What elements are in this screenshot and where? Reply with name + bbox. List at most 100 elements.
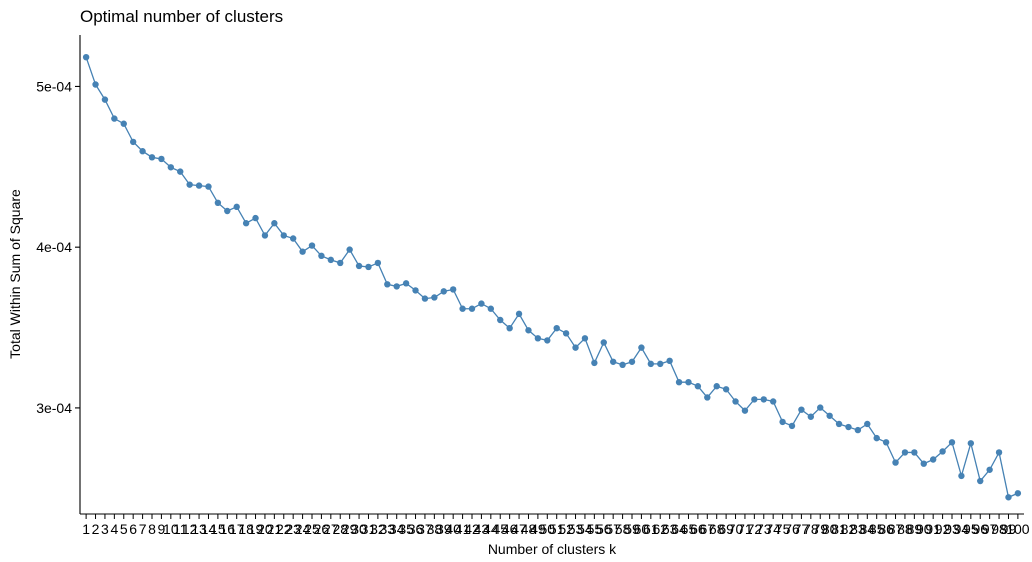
y-tick-label: 4e-04 bbox=[36, 239, 72, 255]
data-point bbox=[929, 456, 937, 463]
data-point bbox=[826, 412, 833, 419]
data-point bbox=[148, 154, 156, 161]
x-tick-label: 84 bbox=[860, 521, 876, 537]
x-tick-label: 29 bbox=[342, 521, 358, 537]
data-point bbox=[205, 183, 212, 190]
x-tick-label: 92 bbox=[935, 521, 951, 537]
x-tick-label: 52 bbox=[558, 521, 574, 537]
x-tick-label: 24 bbox=[295, 521, 311, 537]
x-tick-label: 73 bbox=[756, 521, 772, 537]
data-point bbox=[788, 422, 796, 430]
data-point bbox=[666, 357, 673, 365]
x-tick-label: 10 bbox=[163, 521, 179, 537]
data-point bbox=[581, 335, 589, 342]
data-point bbox=[337, 259, 344, 267]
data-point bbox=[412, 287, 419, 294]
x-tick-label: 4 bbox=[110, 521, 118, 537]
x-tick-label: 88 bbox=[897, 521, 913, 537]
x-tick-label: 99 bbox=[1001, 521, 1017, 537]
x-tick-label: 78 bbox=[803, 521, 819, 537]
x-tick-label: 60 bbox=[634, 521, 650, 537]
x-tick-label: 96 bbox=[972, 521, 988, 537]
data-point bbox=[911, 449, 918, 456]
x-tick-label: 76 bbox=[784, 521, 800, 537]
x-tick-label: 89 bbox=[907, 521, 923, 537]
x-tick-label: 77 bbox=[794, 521, 810, 537]
x-tick-label: 35 bbox=[398, 521, 414, 537]
data-point bbox=[835, 420, 843, 428]
data-point bbox=[732, 398, 739, 405]
x-tick-label: 37 bbox=[417, 521, 433, 537]
data-point bbox=[327, 256, 335, 264]
x-tick-label: 57 bbox=[605, 521, 621, 537]
data-point bbox=[299, 248, 306, 255]
x-tick-label: 49 bbox=[530, 521, 546, 537]
data-point bbox=[195, 182, 203, 189]
x-tick-label: 2 bbox=[92, 521, 100, 537]
data-point bbox=[741, 407, 749, 414]
data-point bbox=[628, 358, 636, 365]
x-tick-label: 33 bbox=[380, 521, 396, 537]
x-tick-label: 9 bbox=[158, 521, 166, 537]
x-tick-label: 82 bbox=[841, 521, 857, 537]
data-point bbox=[675, 378, 683, 386]
x-tick-label: 75 bbox=[775, 521, 791, 537]
x-tick-label: 18 bbox=[238, 521, 254, 537]
x-tick-label: 21 bbox=[267, 521, 283, 537]
data-point bbox=[600, 339, 607, 346]
x-tick-label: 6 bbox=[129, 521, 137, 537]
x-tick-label: 30 bbox=[351, 521, 367, 537]
data-point bbox=[779, 418, 786, 426]
data-point bbox=[459, 305, 466, 312]
data-point bbox=[685, 378, 692, 386]
data-point bbox=[591, 359, 598, 367]
x-tick-label: 81 bbox=[831, 521, 847, 537]
data-point bbox=[280, 232, 287, 239]
x-tick-label: 32 bbox=[370, 521, 386, 537]
data-point bbox=[619, 361, 626, 369]
x-tick-label: 1 bbox=[82, 521, 90, 537]
data-point bbox=[769, 398, 777, 405]
x-tick-label: 91 bbox=[925, 521, 941, 537]
x-tick-label: 42 bbox=[464, 521, 480, 537]
x-tick-label: 31 bbox=[361, 521, 377, 537]
data-point bbox=[478, 300, 485, 307]
data-point bbox=[393, 283, 400, 290]
data-point bbox=[657, 360, 664, 368]
x-tick-label: 8 bbox=[148, 521, 156, 537]
x-tick-label: 51 bbox=[549, 521, 565, 537]
data-point bbox=[647, 360, 655, 368]
data-point bbox=[402, 280, 410, 287]
data-point bbox=[468, 305, 476, 312]
data-point bbox=[704, 394, 711, 401]
data-point bbox=[534, 335, 542, 342]
x-tick-label: 43 bbox=[474, 521, 490, 537]
x-tick-label: 25 bbox=[304, 521, 320, 537]
x-tick-label: 50 bbox=[540, 521, 556, 537]
data-point bbox=[939, 448, 946, 455]
x-tick-label: 28 bbox=[332, 521, 348, 537]
data-point bbox=[289, 235, 297, 242]
x-tick-label: 38 bbox=[427, 521, 443, 537]
data-point bbox=[901, 449, 909, 456]
data-point bbox=[722, 386, 730, 393]
x-tick-label: 67 bbox=[700, 521, 716, 537]
y-tick-label: 3e-04 bbox=[36, 400, 72, 416]
data-point bbox=[440, 288, 447, 295]
x-tick-label: 53 bbox=[568, 521, 584, 537]
data-point bbox=[346, 246, 353, 253]
data-point bbox=[751, 396, 758, 403]
x-tick-label: 12 bbox=[182, 521, 198, 537]
x-tick-label: 15 bbox=[210, 521, 226, 537]
x-tick-label: 69 bbox=[718, 521, 734, 537]
x-tick-label: 71 bbox=[737, 521, 753, 537]
data-point bbox=[497, 316, 504, 324]
data-point bbox=[609, 358, 617, 365]
x-tick-label: 34 bbox=[389, 521, 405, 537]
data-point bbox=[421, 295, 429, 302]
x-tick-label: 62 bbox=[652, 521, 668, 537]
data-point bbox=[487, 305, 495, 312]
x-tick-label: 27 bbox=[323, 521, 339, 537]
data-point bbox=[177, 168, 184, 175]
